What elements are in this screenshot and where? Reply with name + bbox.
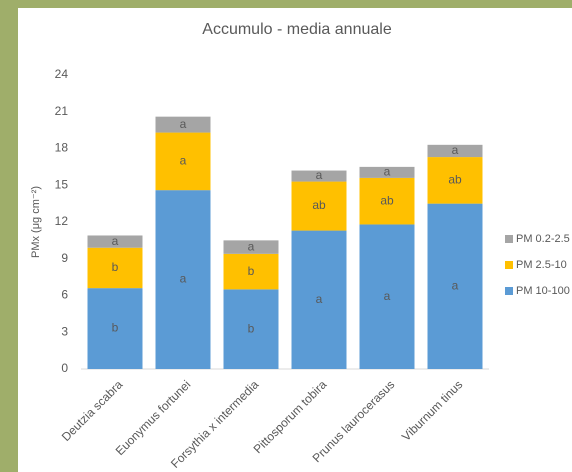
legend-swatch (505, 261, 513, 269)
y-tick-label: 18 (55, 141, 69, 155)
significance-letter: a (180, 272, 187, 286)
significance-letter: a (316, 292, 323, 306)
legend-label: PM 0.2-2.5 (516, 233, 570, 245)
y-tick-label: 21 (55, 104, 69, 118)
y-tick-label: 0 (61, 361, 68, 375)
significance-letter: a (452, 143, 459, 157)
y-tick-label: 24 (55, 67, 69, 81)
significance-letter: a (248, 239, 255, 253)
legend-swatch (505, 235, 513, 243)
legend-label: PM 10-100 (516, 285, 570, 297)
significance-letter: ab (380, 193, 394, 207)
significance-letter: ab (312, 198, 326, 212)
significance-letter: a (384, 289, 391, 303)
significance-letter: a (112, 234, 119, 248)
significance-letter: a (180, 117, 187, 131)
legend-label: PM 2.5-10 (516, 259, 567, 271)
significance-letter: a (384, 165, 391, 179)
y-tick-label: 9 (61, 251, 68, 265)
chart-title: Accumulo - media annuale (202, 21, 392, 38)
significance-letter: a (316, 168, 323, 182)
significance-letter: ab (448, 173, 462, 187)
legend-swatch (505, 287, 513, 295)
y-tick-label: 12 (55, 214, 69, 228)
significance-letter: b (112, 260, 119, 274)
y-axis-label: PMx (μg cm⁻²) (30, 186, 42, 258)
significance-letter: b (248, 264, 255, 278)
y-tick-label: 3 (61, 324, 68, 338)
significance-letter: a (452, 278, 459, 292)
significance-letter: b (248, 321, 255, 335)
chart: Accumulo - media annuale PMx (μg cm⁻²) 0… (0, 0, 572, 472)
significance-letter: a (180, 154, 187, 168)
y-tick-label: 6 (61, 288, 68, 302)
y-tick-label: 15 (55, 177, 69, 191)
significance-letter: b (112, 321, 119, 335)
